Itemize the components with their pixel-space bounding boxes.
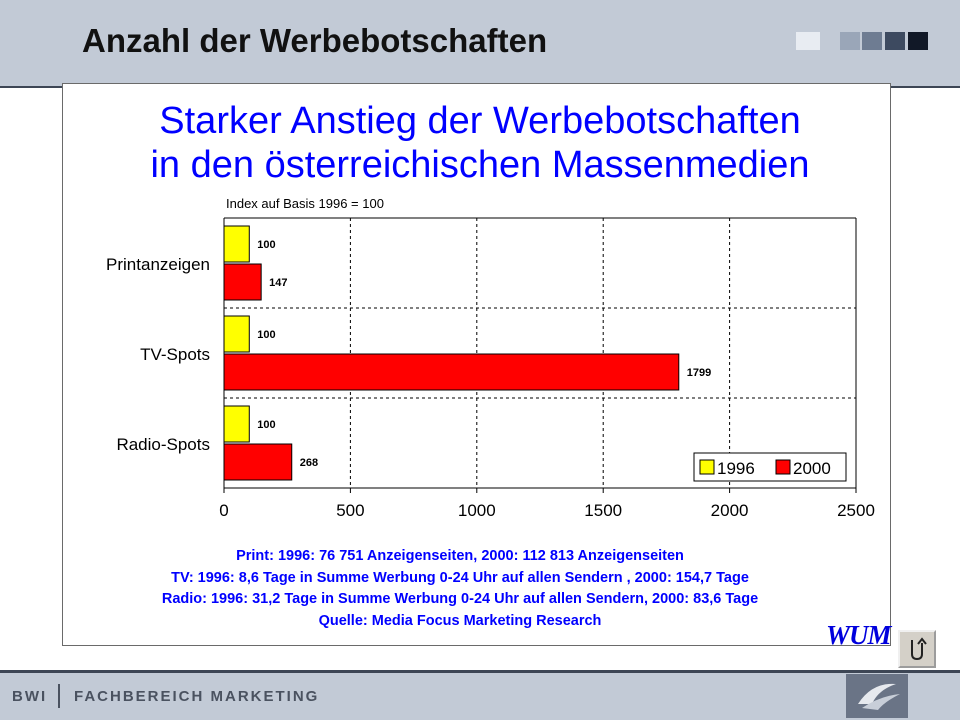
bar-2000 xyxy=(223,263,262,301)
note-source: Quelle: Media Focus Marketing Research xyxy=(318,612,602,629)
back-button[interactable] xyxy=(898,630,936,668)
footer-department: FACHBEREICH MARKETING xyxy=(74,688,320,705)
back-arrow-icon xyxy=(911,637,927,661)
note-print: Print: 1996: 76 751 Anzeigenseiten, 2000… xyxy=(236,548,684,564)
note-tv: TV: 1996: 8,6 Tage in Summe Werbung 0-24… xyxy=(171,569,749,586)
footer-divider xyxy=(0,670,960,673)
category-label: TV-Spots xyxy=(140,345,210,364)
swoosh-logo-icon xyxy=(846,674,908,718)
data-label: 100 xyxy=(257,329,275,341)
data-label: 268 xyxy=(300,457,318,469)
wum-logo: WUM xyxy=(826,620,892,650)
header-decoration-square xyxy=(885,32,905,50)
data-label: 147 xyxy=(269,277,287,289)
data-label: 100 xyxy=(257,239,275,251)
x-tick-label: 1000 xyxy=(458,501,496,520)
header-decoration-square xyxy=(862,32,882,50)
footer-org: BWI xyxy=(12,688,48,705)
chart-subtitle: Index auf Basis 1996 = 100 xyxy=(226,196,384,211)
header-decoration-square xyxy=(908,32,928,50)
legend-swatch-2000 xyxy=(775,459,791,475)
bar-2000 xyxy=(223,353,680,391)
footer-bar xyxy=(0,670,960,720)
category-label: Radio-Spots xyxy=(116,435,210,454)
data-label: 1799 xyxy=(687,367,711,379)
note-radio: Radio: 1996: 31,2 Tage in Summe Werbung … xyxy=(161,591,759,607)
chart-heading-line-2: in den österreichischen Massenmedien xyxy=(150,144,810,186)
x-tick-label: 500 xyxy=(336,501,364,520)
chart-notes: Print: 1996: 76 751 Anzeigenseiten, 2000… xyxy=(0,546,920,632)
x-tick-label: 0 xyxy=(219,501,228,520)
x-tick-label: 2500 xyxy=(837,501,875,520)
legend-box xyxy=(693,452,847,482)
bar-1996 xyxy=(223,315,250,353)
footer-separator xyxy=(58,684,60,708)
legend-label-2000: 2000 xyxy=(793,459,831,478)
x-tick-label: 2000 xyxy=(711,501,749,520)
bar-1996 xyxy=(223,405,250,443)
slide-title: Anzahl der Werbebotschaften xyxy=(82,22,548,59)
category-label: Printanzeigen xyxy=(106,255,210,274)
header-decoration-square xyxy=(840,32,860,50)
bar-2000 xyxy=(223,443,293,481)
bar-1996 xyxy=(223,225,250,263)
legend-swatch-1996 xyxy=(699,459,715,475)
x-tick-label: 1500 xyxy=(584,501,622,520)
data-label: 100 xyxy=(257,419,275,431)
chart-heading-line-1: Starker Anstieg der Werbebotschaften xyxy=(159,100,801,142)
header-decoration-square xyxy=(796,32,820,50)
legend-label-1996: 1996 xyxy=(717,459,755,478)
